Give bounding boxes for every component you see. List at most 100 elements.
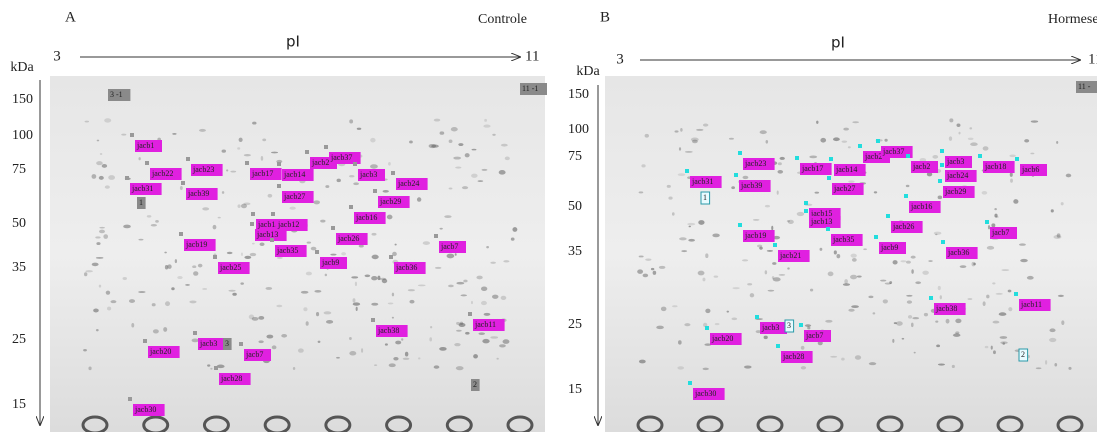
gel-spot <box>323 311 332 315</box>
spot-label: jacb23 <box>192 165 214 174</box>
gel-spot <box>800 366 807 370</box>
gel-spot <box>83 349 87 352</box>
spot-marker <box>738 223 742 227</box>
gel-spot <box>164 265 169 270</box>
spot-marker <box>804 209 808 213</box>
gel-spot <box>454 342 461 347</box>
gel-spot <box>684 151 693 153</box>
gel-spot <box>266 334 274 339</box>
gel-spot <box>731 317 738 321</box>
spot-marker <box>213 255 217 259</box>
spot-label: jacb36 <box>395 263 417 272</box>
gel-spot <box>949 118 954 123</box>
spot-marker <box>179 232 183 236</box>
spot-box <box>739 180 771 192</box>
gel-spot <box>1050 209 1054 213</box>
spot-label: jacb2 <box>864 152 882 161</box>
spot-marker <box>270 238 274 242</box>
gel-spot <box>905 184 910 188</box>
well <box>324 415 352 432</box>
gel-spot <box>455 166 462 169</box>
spot-label: jacb3 <box>199 339 217 348</box>
gel-spot <box>764 204 770 208</box>
gel-spot <box>465 331 470 335</box>
gel-spot <box>104 185 110 189</box>
spot-box <box>376 325 408 337</box>
spot-box <box>320 257 347 269</box>
gel-spot <box>747 283 753 286</box>
gel-spot <box>428 143 437 149</box>
gel-spot <box>98 229 106 234</box>
gel-spot <box>248 314 255 320</box>
spot-label: jacb12 <box>277 220 299 229</box>
gel-spot <box>354 281 358 287</box>
gel-spot <box>819 247 823 251</box>
gel-spot <box>688 238 695 242</box>
gel-spot <box>108 175 116 180</box>
gel-spot <box>314 289 322 293</box>
gel-spot <box>1061 320 1065 326</box>
spot-label: jacb7 <box>440 242 458 251</box>
gel-spot <box>138 291 146 293</box>
gel-spot <box>251 242 255 245</box>
spot-box <box>881 146 913 158</box>
gel-spot <box>91 262 99 267</box>
gel-spot <box>765 139 769 144</box>
gel-spot <box>384 343 388 346</box>
gel-spot <box>1056 140 1059 144</box>
gel-spot <box>404 351 409 357</box>
gel-spot <box>353 182 359 186</box>
gel-spot <box>317 340 321 343</box>
gel-spot <box>852 121 859 124</box>
spot-label: jacb3 <box>946 157 964 166</box>
spot-label: 3 <box>787 321 791 330</box>
spot-box <box>743 230 775 242</box>
gel-spot <box>772 235 781 240</box>
panel-letter: A <box>65 9 76 25</box>
gel-spot <box>512 227 518 232</box>
spot-label: jacb35 <box>276 246 298 255</box>
gel-spot <box>843 127 849 131</box>
spot-label: jacb14 <box>283 170 305 179</box>
spot-label: jacb28 <box>782 352 804 361</box>
gel-spot <box>185 283 190 286</box>
well <box>996 415 1024 432</box>
gel-spot <box>767 289 775 292</box>
spot-marker <box>331 226 335 230</box>
gel-spot <box>850 274 858 280</box>
gel-spot <box>970 142 978 146</box>
gel-spot <box>1030 120 1039 123</box>
gel-spot <box>884 138 888 142</box>
gel-spot <box>666 184 671 188</box>
spot-marker <box>985 220 989 224</box>
gel-spot <box>755 330 762 334</box>
kda-tick: 25 <box>12 332 26 347</box>
spot-box <box>244 349 271 361</box>
gel-spot <box>830 355 838 358</box>
gel-spot <box>349 119 354 124</box>
gel-spot <box>777 162 782 166</box>
gel-spot <box>502 339 510 344</box>
spot-label: jacb23 <box>744 159 766 168</box>
gel-spot <box>463 279 468 283</box>
spot-label: jacb30 <box>134 405 156 414</box>
gel-spot <box>1035 367 1042 370</box>
gel-spot <box>99 153 103 155</box>
spot-marker <box>143 339 147 343</box>
gel-spot <box>418 357 421 360</box>
spot-label: jacb7 <box>805 331 823 340</box>
gel-spot <box>677 366 685 370</box>
spot-label: jacb24 <box>946 171 968 180</box>
spot-marker <box>886 214 890 218</box>
gel-spot <box>138 157 141 161</box>
gel-spot <box>704 343 712 346</box>
well <box>202 415 230 432</box>
gel-spot <box>728 137 734 140</box>
gel-spot <box>409 299 415 304</box>
gel-spot <box>99 226 105 229</box>
gel-spot <box>167 264 172 269</box>
gel-spot <box>251 316 259 321</box>
gel-spot <box>1009 154 1016 158</box>
spot-marker <box>271 212 275 216</box>
spot-box <box>804 330 831 342</box>
